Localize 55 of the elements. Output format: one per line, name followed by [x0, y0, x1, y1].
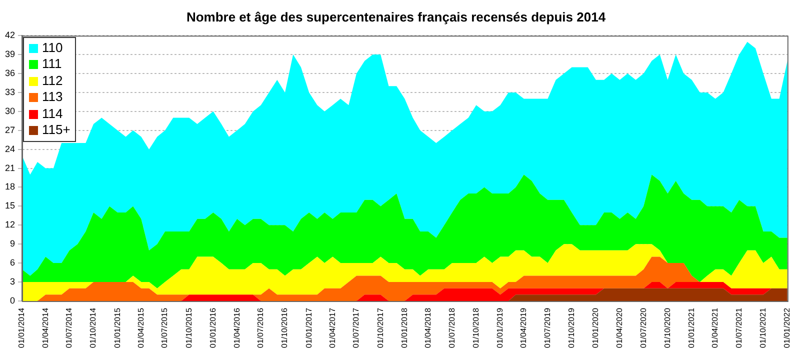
y-tick-label: 36	[4, 68, 16, 78]
y-tick-label: 9	[10, 238, 16, 249]
x-tick-label: 01/10/2017	[376, 307, 385, 348]
y-tick-label: 3	[10, 276, 16, 286]
x-tick-label: 01/01/2020	[591, 307, 600, 348]
x-tick-label: 01/01/2014	[17, 307, 26, 348]
y-tick-label: 42	[4, 30, 16, 40]
legend-label: 113	[42, 89, 63, 104]
x-tick-label: 01/07/2021	[734, 307, 744, 348]
x-tick-label: 01/04/2020	[614, 307, 624, 348]
x-tick-label: 01/04/2019	[519, 307, 528, 348]
y-tick-label: 24	[4, 144, 16, 154]
x-tick-label: 01/10/2020	[662, 307, 672, 348]
x-tick-label: 01/10/2019	[567, 307, 576, 348]
x-tick-label: 01/04/2016	[232, 307, 242, 348]
x-tick-label: 01/04/2014	[40, 307, 50, 348]
y-tick-label: 0	[10, 295, 16, 306]
legend-label: 114	[42, 106, 63, 121]
x-tick-label: 01/10/2021	[758, 307, 768, 348]
x-tick-label: 01/04/2017	[328, 307, 337, 348]
x-tick-label: 01/01/2016	[208, 307, 218, 348]
x-tick-label: 01/01/2015	[112, 307, 122, 348]
y-tick-label: 15	[4, 200, 16, 211]
x-tick-label: 01/01/2022	[782, 307, 792, 348]
x-tick-label: 01/01/2019	[496, 307, 505, 348]
x-tick-label: 01/04/2015	[136, 307, 146, 348]
y-tick-label: 27	[4, 124, 16, 135]
x-tick-label: 01/07/2014	[64, 307, 74, 348]
x-tick-label: 01/10/2016	[280, 307, 290, 348]
legend-label: 112	[42, 72, 63, 88]
y-tick-label: 33	[4, 86, 16, 97]
x-tick-label: 01/07/2017	[352, 307, 361, 348]
x-tick-label: 01/07/2019	[542, 307, 552, 348]
x-tick-label: 01/04/2021	[710, 307, 720, 348]
y-tick-label: 39	[4, 49, 16, 60]
y-tick-label: 30	[4, 106, 16, 116]
y-tick-label: 21	[4, 162, 16, 173]
legend-label: 110	[42, 40, 63, 55]
x-tick-label: 01/01/2017	[304, 307, 314, 348]
x-tick-label: 01/10/2014	[88, 307, 98, 348]
x-tick-label: 01/07/2020	[638, 307, 648, 348]
x-tick-label: 01/10/2018	[471, 307, 480, 348]
chart-title: Nombre et âge des supercentenaires français recensés depuis 2014	[186, 9, 606, 24]
y-tick-label: 6	[10, 258, 16, 268]
x-tick-label: 01/10/2015	[184, 307, 194, 348]
x-tick-label: 01/07/2016	[256, 307, 266, 348]
x-tick-label: 01/01/2018	[400, 307, 409, 348]
x-tick-label: 01/07/2018	[447, 307, 456, 348]
y-tick-label: 18	[4, 182, 16, 192]
legend-label: 115+	[42, 122, 70, 138]
x-tick-label: 01/04/2018	[423, 307, 432, 348]
x-tick-label: 01/07/2015	[160, 307, 170, 348]
legend-label: 111	[42, 56, 62, 72]
x-tick-label: 01/01/2021	[686, 307, 696, 348]
y-tick-label: 12	[4, 220, 16, 230]
